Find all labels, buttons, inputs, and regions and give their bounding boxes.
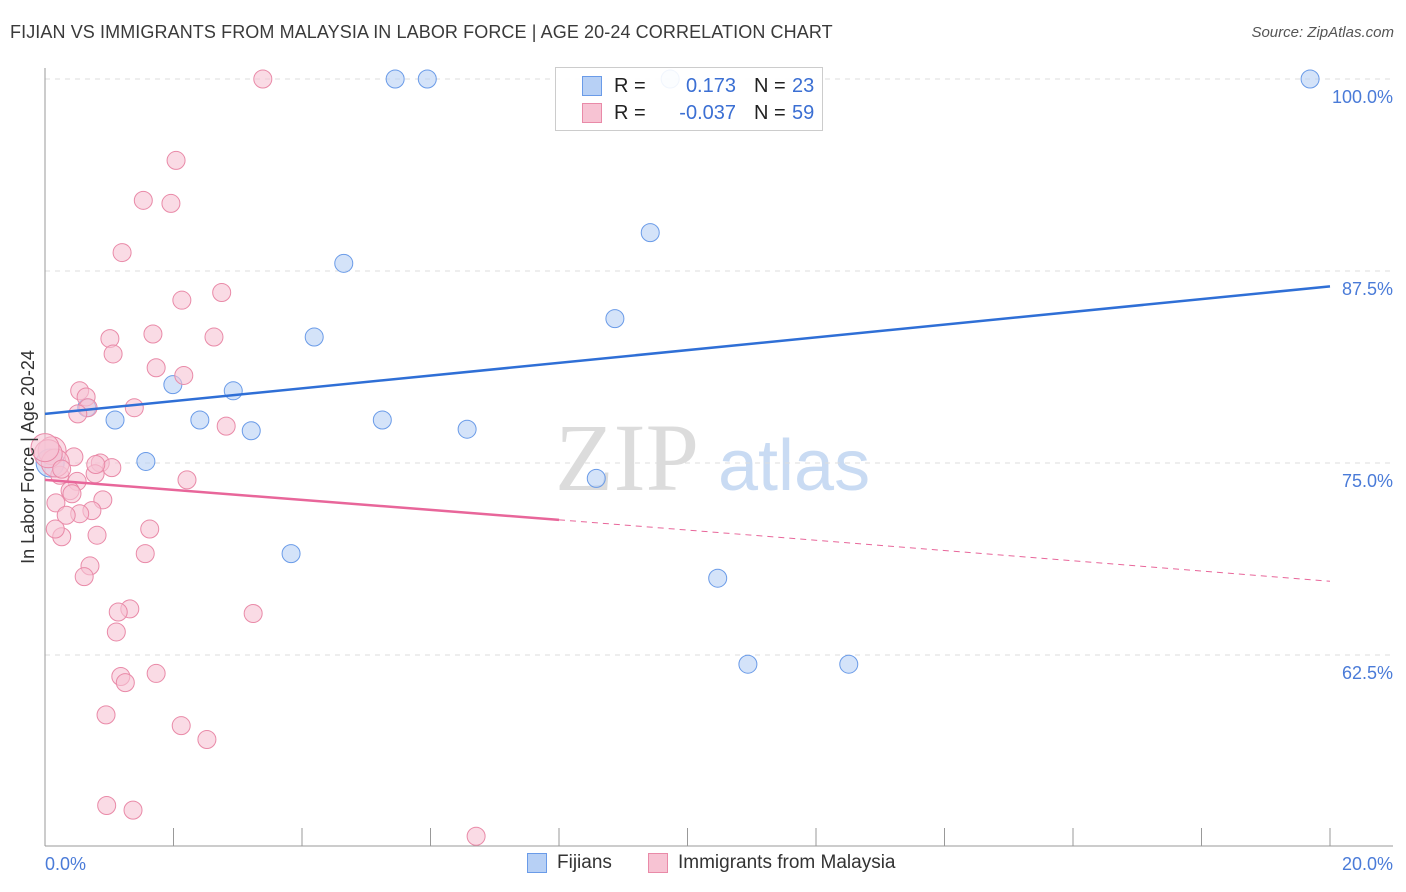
y-tick-label: 62.5%	[1342, 663, 1393, 683]
watermark-atlas: atlas	[718, 426, 870, 506]
malaysia-point	[87, 525, 107, 545]
malaysia-point	[133, 190, 153, 210]
malaysia-point	[62, 484, 82, 504]
fijian-point	[1300, 69, 1320, 89]
n-value: 59	[792, 101, 815, 124]
x-tick-label-min: 0.0%	[45, 854, 86, 874]
malaysia-point	[123, 800, 143, 820]
malaysia-point	[171, 716, 191, 736]
r-label: R =	[614, 74, 646, 97]
legend: R = 0.173 N = 23 R = -0.037 N = 59	[555, 67, 823, 131]
legend-swatch-blue	[582, 76, 602, 96]
fijian-point	[385, 69, 405, 89]
malaysia-point	[112, 243, 132, 263]
fijian-point	[586, 468, 606, 488]
trend-line-fijians	[44, 285, 1331, 416]
malaysia-point	[46, 493, 66, 513]
fijian-point	[738, 654, 758, 674]
legend-row-malaysia: R = -0.037 N = 59	[582, 101, 814, 125]
malaysia-point	[74, 567, 94, 587]
fijian-point	[640, 223, 660, 243]
malaysia-point	[96, 705, 116, 725]
n-value: 23	[792, 74, 815, 97]
malaysia-point	[204, 327, 224, 347]
fijian-point	[839, 654, 859, 674]
fijian-point	[708, 568, 728, 588]
legend-label: Fijians	[557, 852, 612, 873]
bottom-legend-malaysia: Immigrants from Malaysia	[648, 852, 896, 874]
legend-swatch-pink	[582, 103, 602, 123]
n-label: N =	[754, 101, 786, 124]
malaysia-point	[124, 398, 144, 418]
malaysia-point	[100, 329, 120, 349]
fijian-point	[190, 410, 210, 430]
bottom-legend-fijians: Fijians	[527, 852, 612, 874]
malaysia-point	[102, 458, 122, 478]
malaysia-point	[197, 729, 217, 749]
malaysia-point	[108, 602, 128, 622]
malaysia-point	[56, 505, 76, 525]
y-axis-label: In Labor Force | Age 20-24	[18, 350, 38, 564]
fijian-point	[281, 544, 301, 564]
malaysia-point	[97, 796, 117, 816]
fijian-point	[372, 410, 392, 430]
malaysia-point	[143, 324, 163, 344]
chart-title: FIJIAN VS IMMIGRANTS FROM MALAYSIA IN LA…	[10, 22, 833, 42]
malaysia-point	[216, 416, 236, 436]
r-label: R =	[614, 101, 646, 124]
malaysia-point	[161, 193, 181, 213]
malaysia-point	[146, 358, 166, 378]
malaysia-point	[466, 826, 486, 846]
malaysia-point	[212, 283, 232, 303]
r-value: 0.173	[685, 74, 736, 97]
malaysia-point	[140, 519, 160, 539]
r-value: -0.037	[679, 101, 736, 124]
malaysia-point	[135, 544, 155, 564]
y-tick-label: 87.5%	[1342, 279, 1393, 299]
trend-line-malaysia-extrapolated	[558, 519, 1331, 582]
malaysia-point	[68, 404, 88, 424]
fijian-point	[304, 327, 324, 347]
legend-row-fijians: R = 0.173 N = 23	[582, 74, 814, 98]
malaysia-point	[172, 290, 192, 310]
fijian-point	[223, 381, 243, 401]
malaysia-point	[146, 663, 166, 683]
x-tick-label-max: 20.0%	[1342, 854, 1393, 874]
malaysia-point	[86, 455, 106, 475]
malaysia-point	[253, 69, 273, 89]
malaysia-point	[103, 344, 123, 364]
legend-swatch-pink	[648, 853, 668, 873]
malaysia-point	[30, 433, 60, 463]
y-tick-label: 100.0%	[1332, 87, 1393, 107]
fijian-point	[136, 451, 156, 471]
trend-line-malaysia	[44, 478, 560, 522]
fijian-point	[105, 410, 125, 430]
fijian-point	[241, 421, 261, 441]
fijian-point	[605, 309, 625, 329]
watermark-zip: ZIP	[555, 404, 699, 511]
malaysia-point	[45, 519, 65, 539]
malaysia-point	[243, 604, 263, 624]
malaysia-point	[177, 470, 197, 490]
y-tick-label: 75.0%	[1342, 471, 1393, 491]
malaysia-point	[174, 365, 194, 385]
legend-swatch-blue	[527, 853, 547, 873]
malaysia-point	[115, 673, 135, 693]
fijian-point	[334, 253, 354, 273]
fijian-point	[457, 419, 477, 439]
legend-label: Immigrants from Malaysia	[678, 852, 896, 873]
malaysia-point	[52, 459, 72, 479]
malaysia-point	[106, 622, 126, 642]
n-label: N =	[754, 74, 786, 97]
fijian-point	[417, 69, 437, 89]
malaysia-point	[166, 150, 186, 170]
source-label: Source: ZipAtlas.com	[1251, 24, 1394, 41]
